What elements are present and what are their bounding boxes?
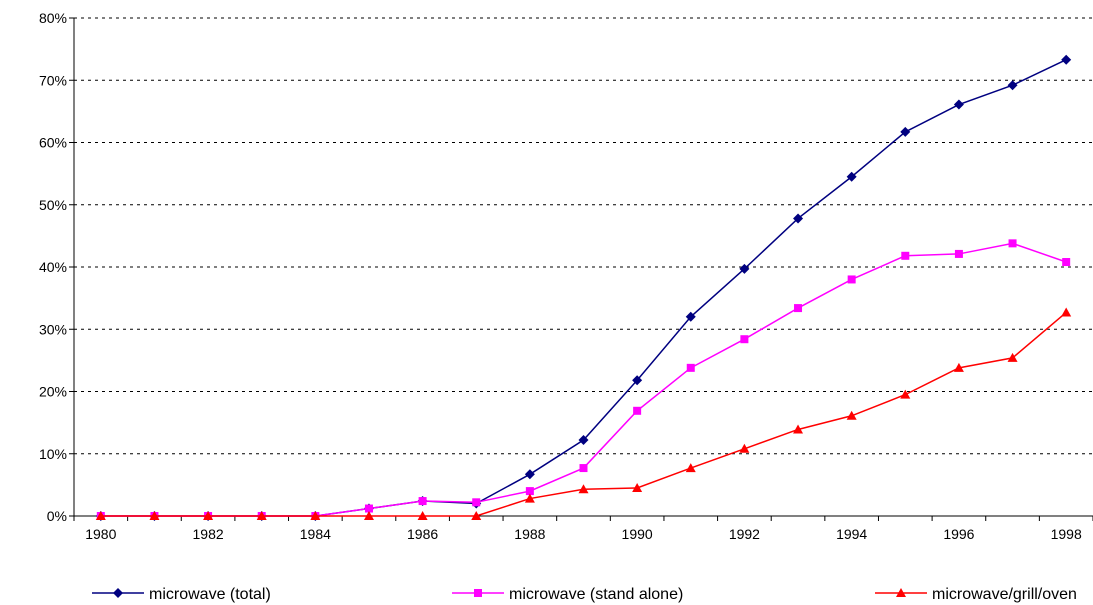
data-point-triangle bbox=[310, 511, 321, 520]
series-group bbox=[95, 54, 1072, 521]
x-tick-label: 1998 bbox=[1051, 526, 1082, 542]
data-point-square bbox=[364, 504, 373, 513]
data-point-triangle bbox=[256, 511, 267, 520]
x-tick-label: 1990 bbox=[622, 526, 653, 542]
data-point-triangle bbox=[953, 362, 964, 372]
legend-label: microwave (total) bbox=[149, 586, 271, 603]
y-tick-label: 70% bbox=[39, 72, 67, 88]
x-tick-label: 1984 bbox=[300, 526, 331, 542]
x-tick-label: 1996 bbox=[943, 526, 974, 542]
y-tick-label: 50% bbox=[39, 197, 67, 213]
legend-label: microwave (stand alone) bbox=[509, 586, 683, 603]
data-point-square bbox=[1062, 258, 1071, 267]
data-point-triangle bbox=[149, 511, 160, 520]
series-line bbox=[100, 242, 1067, 517]
data-point-square bbox=[901, 251, 910, 260]
y-tick-label: 60% bbox=[39, 135, 67, 151]
x-tick-label: 1982 bbox=[193, 526, 224, 542]
data-point-triangle bbox=[578, 484, 589, 494]
data-point-square bbox=[418, 497, 427, 506]
y-tick-label: 10% bbox=[39, 446, 67, 462]
data-point-square bbox=[525, 487, 534, 496]
grid-lines bbox=[74, 17, 1093, 455]
data-point-diamond bbox=[846, 171, 857, 182]
legend-item: microwave (stand alone) bbox=[452, 586, 683, 603]
x-tick-label: 1980 bbox=[85, 526, 116, 542]
data-point-diamond bbox=[900, 126, 911, 137]
data-point-square bbox=[1008, 239, 1017, 248]
data-point-triangle bbox=[95, 511, 106, 520]
data-point-square bbox=[633, 406, 642, 415]
data-point-triangle bbox=[632, 482, 643, 492]
data-point-diamond bbox=[1007, 80, 1018, 91]
legend-label: microwave/grill/oven bbox=[932, 586, 1077, 603]
y-tick-label: 0% bbox=[47, 508, 67, 524]
data-point-triangle bbox=[524, 493, 535, 503]
data-point-triangle bbox=[1007, 352, 1018, 362]
data-point-triangle bbox=[417, 511, 428, 520]
data-point-diamond bbox=[793, 213, 804, 224]
data-point-diamond bbox=[578, 435, 589, 446]
y-tick-label: 20% bbox=[39, 384, 67, 400]
series-diamond bbox=[95, 54, 1072, 521]
data-point-square bbox=[794, 304, 803, 313]
data-point-triangle bbox=[900, 389, 911, 399]
data-point-diamond bbox=[685, 311, 696, 322]
y-tick-label: 80% bbox=[39, 10, 67, 26]
data-point-triangle bbox=[685, 463, 696, 473]
series-square bbox=[96, 239, 1071, 520]
data-point-square bbox=[579, 464, 588, 473]
data-point-diamond bbox=[632, 375, 643, 386]
series-line bbox=[100, 59, 1067, 517]
legend: microwave (total) microwave (stand alone)… bbox=[92, 586, 1077, 603]
series-triangle bbox=[95, 307, 1072, 520]
data-point-square bbox=[474, 589, 482, 597]
data-point-diamond bbox=[113, 588, 123, 598]
y-tick-label: 40% bbox=[39, 259, 67, 275]
legend-item: microwave (total) bbox=[92, 586, 271, 603]
data-point-square bbox=[740, 335, 749, 344]
data-point-triangle bbox=[1061, 307, 1072, 317]
data-point-square bbox=[954, 249, 963, 258]
data-point-triangle bbox=[846, 410, 857, 420]
data-point-triangle bbox=[363, 511, 374, 520]
x-tick-label: 1994 bbox=[836, 526, 867, 542]
x-axis-ticks: 1980 1982 1984 1986 1988 1990 1992 1994 1996 1998 bbox=[73, 516, 1093, 542]
y-axis-ticks: 0% 10% 20% 30% 40% 50% 60% 70% 80% bbox=[39, 10, 74, 524]
legend-item: microwave/grill/oven bbox=[875, 586, 1077, 603]
data-point-diamond bbox=[739, 263, 750, 274]
x-tick-label: 1992 bbox=[729, 526, 760, 542]
data-point-diamond bbox=[1061, 54, 1072, 65]
data-point-square bbox=[472, 498, 481, 507]
data-point-diamond bbox=[524, 469, 535, 480]
data-point-triangle bbox=[739, 443, 750, 453]
data-point-square bbox=[686, 363, 695, 372]
x-tick-label: 1988 bbox=[514, 526, 545, 542]
data-point-triangle bbox=[793, 424, 804, 434]
data-point-triangle bbox=[896, 588, 906, 597]
data-point-triangle bbox=[471, 511, 482, 520]
data-point-triangle bbox=[203, 511, 214, 520]
x-tick-label: 1986 bbox=[407, 526, 438, 542]
data-point-diamond bbox=[953, 99, 964, 110]
y-tick-label: 30% bbox=[39, 321, 67, 337]
data-point-square bbox=[847, 275, 856, 284]
